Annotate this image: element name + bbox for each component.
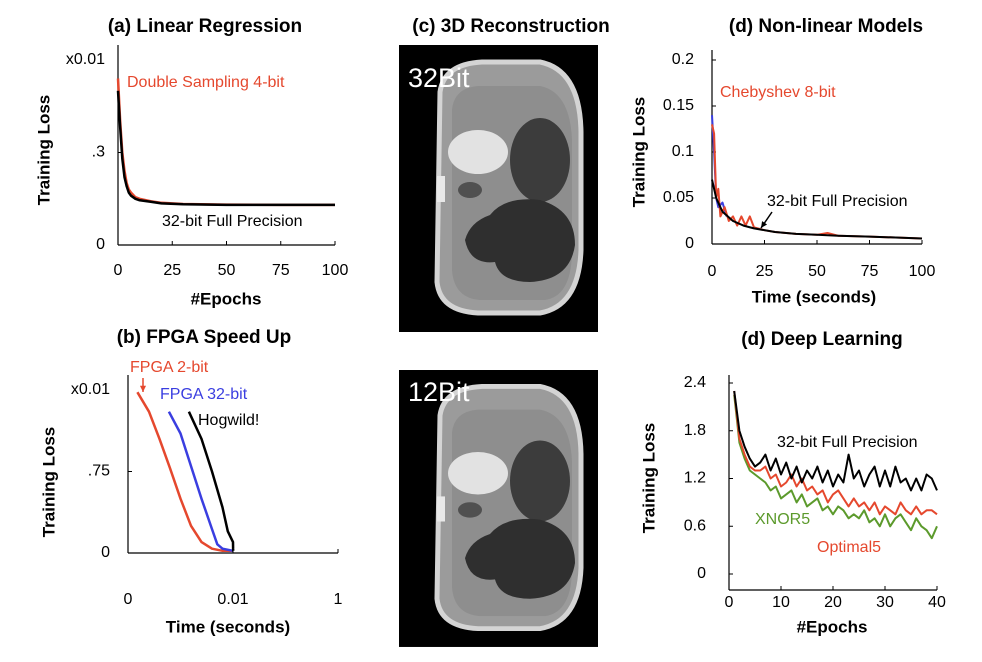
y-tick-label: 1.8 (684, 422, 706, 439)
y-tick-label: 0 (101, 544, 110, 561)
series-annotation: 32-bit Full Precision (767, 193, 908, 210)
series-annotation: Double Sampling 4-bit (127, 74, 285, 91)
x-tick-label: 30 (876, 594, 894, 611)
x-tick-label: 0 (725, 594, 734, 611)
y-multiplier: x0.01 (66, 51, 105, 68)
chart-title: (d) Non-linear Models (729, 16, 923, 37)
x-tick-label: 25 (163, 262, 181, 279)
x-tick-label: 100 (322, 262, 349, 279)
x-tick-label: 1 (334, 591, 343, 608)
y-axis-label: Training Loss (39, 427, 58, 538)
series-line (733, 394, 938, 540)
x-tick-label: 25 (756, 263, 774, 280)
chart-title: (d) Deep Learning (741, 329, 903, 350)
y-axis-label: Training Loss (34, 95, 53, 206)
series-line (116, 78, 335, 207)
x-tick-label: 50 (218, 262, 236, 279)
series-line (711, 179, 923, 240)
x-tick-label: 40 (928, 594, 946, 611)
x-tick-label: 10 (772, 594, 790, 611)
series-annotation: Hogwild! (198, 412, 259, 429)
y-tick-label: .3 (92, 144, 105, 161)
series-annotation: 32-bit Full Precision (777, 434, 918, 451)
series-line (733, 390, 938, 492)
y-tick-label: 0.15 (663, 97, 694, 114)
y-axis-label: Training Loss (629, 97, 648, 208)
x-tick-label: 75 (861, 263, 879, 280)
series-annotation: 32-bit Full Precision (162, 213, 303, 230)
series-line (733, 390, 938, 516)
y-tick-label: 0 (685, 235, 694, 252)
chart-title: (a) Linear Regression (108, 16, 302, 37)
series-line (167, 411, 235, 553)
x-tick-label: 75 (272, 262, 290, 279)
arrow-head (139, 385, 147, 392)
series-line (116, 90, 335, 207)
x-axis-label: Time (seconds) (166, 617, 290, 636)
y-tick-label: 0 (96, 236, 105, 253)
y-tick-label: 0.05 (663, 189, 694, 206)
x-tick-label: 50 (808, 263, 826, 280)
series-line (711, 124, 923, 240)
y-axis-label: Training Loss (639, 423, 658, 534)
panel-title: (c) 3D Reconstruction (412, 16, 609, 37)
x-tick-label: 20 (824, 594, 842, 611)
y-tick-label: 1.2 (684, 470, 706, 487)
series-annotation: Chebyshev 8-bit (720, 84, 836, 101)
x-axis-label: #Epochs (797, 617, 868, 636)
x-tick-label: 0 (124, 591, 133, 608)
image-label: 32Bit (408, 63, 470, 93)
series-annotation: FPGA 2-bit (130, 359, 209, 376)
reconstruction-image (399, 370, 598, 647)
y-tick-label: 2.4 (684, 374, 706, 391)
y-multiplier: x0.01 (71, 381, 110, 398)
y-tick-label: 0.1 (672, 143, 694, 160)
x-tick-label: 0 (114, 262, 123, 279)
series-line (136, 391, 235, 553)
y-tick-label: 0.2 (672, 51, 694, 68)
chart-title: (b) FPGA Speed Up (117, 327, 292, 348)
x-axis-label: Time (seconds) (752, 287, 876, 306)
y-tick-label: 0 (697, 565, 706, 582)
series-line (187, 411, 235, 553)
x-axis-label: #Epochs (191, 289, 262, 308)
arrow-head (761, 221, 768, 228)
x-tick-label: 0.01 (217, 591, 248, 608)
y-tick-label: .75 (88, 463, 110, 480)
series-annotation: XNOR5 (755, 511, 810, 528)
y-tick-label: 0.6 (684, 517, 706, 534)
x-tick-label: 100 (909, 263, 936, 280)
series-annotation: Optimal5 (817, 539, 881, 556)
series-annotation: FPGA 32-bit (160, 386, 248, 403)
image-label: 12Bit (408, 377, 470, 407)
x-tick-label: 0 (708, 263, 717, 280)
